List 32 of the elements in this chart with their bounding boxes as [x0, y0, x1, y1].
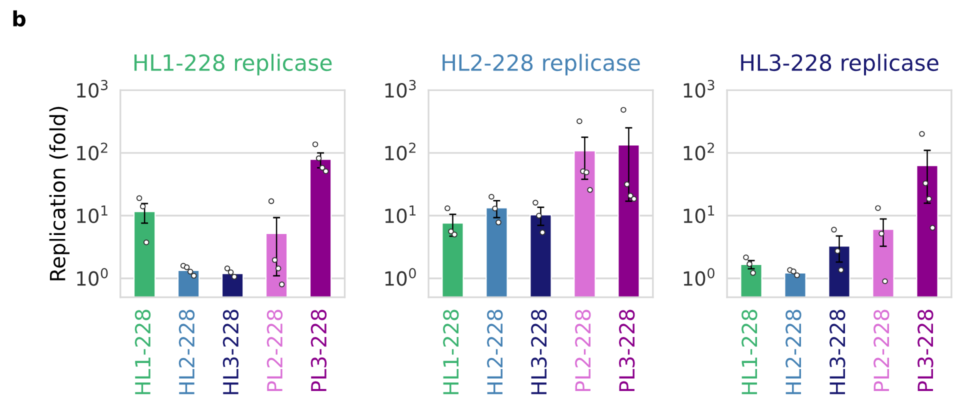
x-tick-label: PL2-228: [266, 310, 283, 392]
x-tick-label: HL3-228: [830, 310, 846, 394]
x-tick-label: HL2-228: [178, 310, 195, 394]
y-tick-label: 10$^{1}$: [385, 206, 416, 224]
x-tick-label: PL2-228: [575, 310, 591, 392]
x-tick-label: PL2-228: [874, 310, 890, 392]
x-tick-label: PL3-228: [918, 310, 934, 392]
y-tick-label: 10$^{0}$: [385, 268, 416, 286]
x-tick-label: HL3-228: [222, 310, 239, 394]
x-tick-label: HL1-228: [134, 310, 151, 394]
chart-title: HL1-228 replicase: [134, 54, 332, 76]
chart-title: HL3-228 replicase: [741, 54, 938, 76]
y-tick-label: 10$^{3}$: [77, 80, 108, 98]
chart-title: HL2-228 replicase: [442, 54, 640, 76]
text: b: [13, 10, 26, 27]
y-tick-label: 10$^{2}$: [77, 142, 108, 160]
y-tick-label: 10$^{3}$: [684, 80, 714, 98]
y-tick-label: 10$^{1}$: [684, 206, 714, 224]
x-tick-label: HL2-228: [487, 310, 503, 394]
x-tick-label: HL1-228: [742, 310, 758, 394]
y-tick-label: 10$^{1}$: [77, 206, 108, 224]
y-tick-label: 10$^{0}$: [684, 268, 714, 286]
x-tick-label: PL3-228: [619, 310, 635, 392]
y-tick-label: 10$^{2}$: [684, 142, 714, 160]
y-tick-label: 10$^{3}$: [385, 80, 416, 98]
x-tick-label: HL3-228: [531, 310, 547, 394]
x-tick-label: HL1-228: [443, 310, 459, 394]
y-tick-label: 10$^{2}$: [385, 142, 416, 160]
x-tick-label: PL3-228: [310, 310, 327, 392]
y-axis-title: Replication (fold): [49, 106, 70, 280]
x-tick-label: HL2-228: [786, 310, 802, 394]
y-tick-label: 10$^{0}$: [77, 268, 108, 286]
